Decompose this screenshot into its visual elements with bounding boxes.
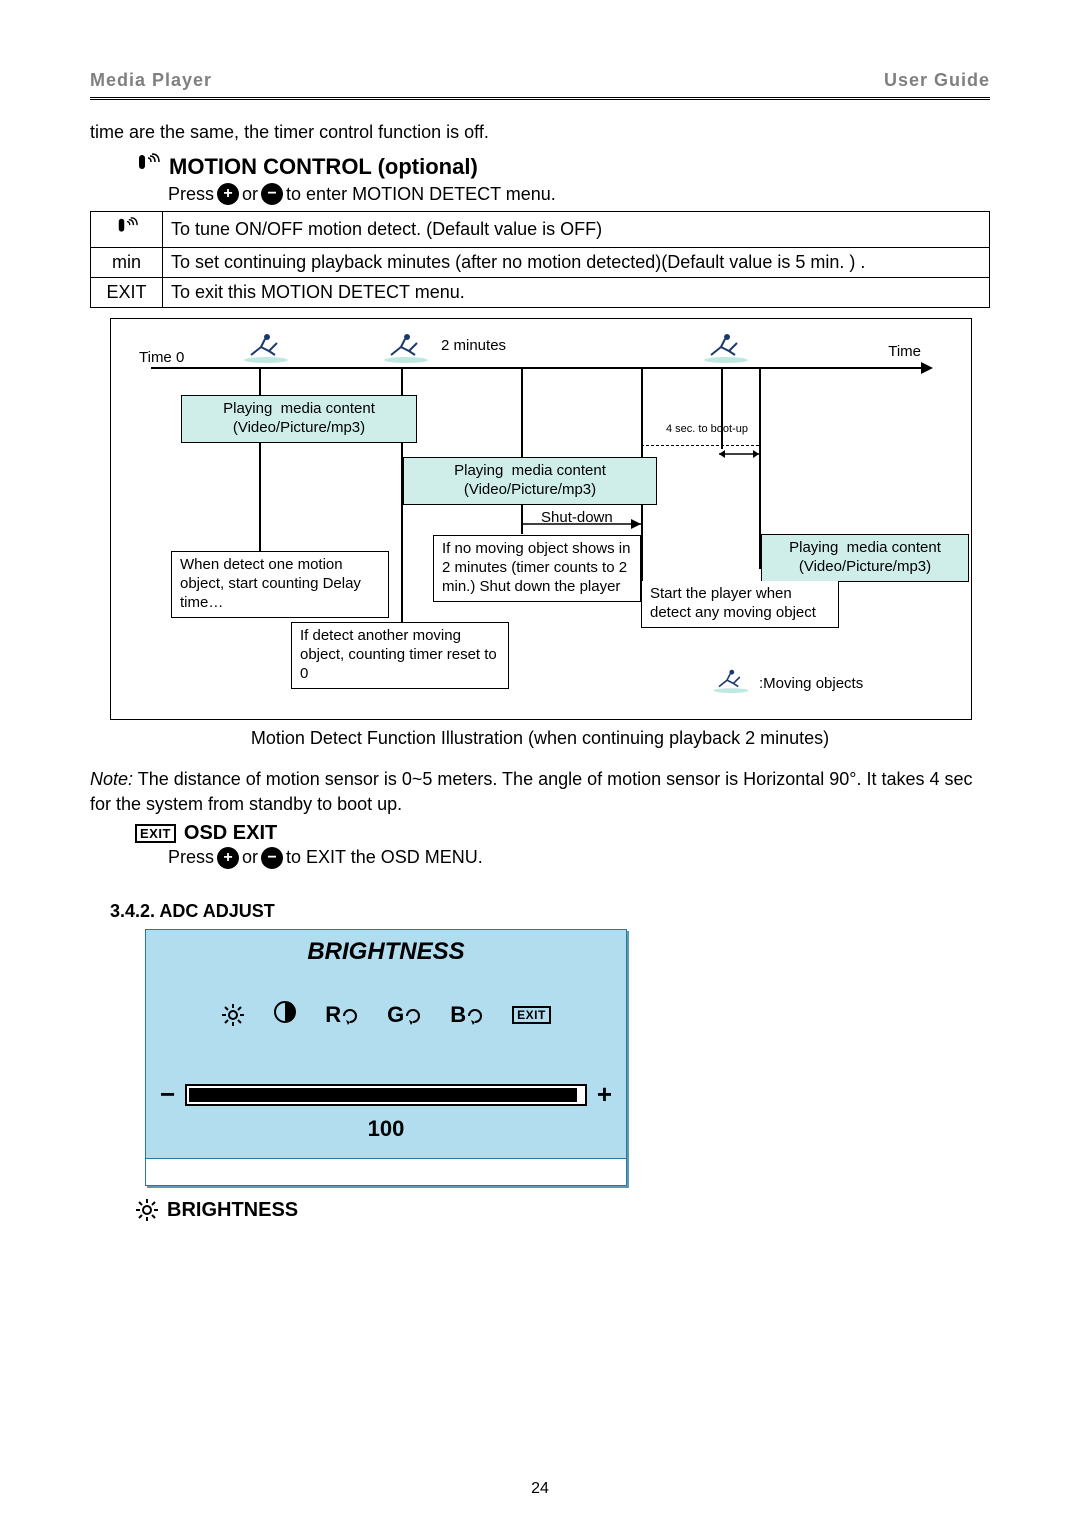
brightness-footer-title: BRIGHTNESS	[167, 1199, 298, 1222]
plus-icon: +	[217, 847, 239, 869]
r-gain-icon[interactable]: R	[325, 1002, 359, 1028]
b-gain-icon[interactable]: B	[450, 1002, 484, 1028]
motion-sensor-icon	[135, 152, 161, 181]
play-box-3: Playing media content(Video/Picture/mp3)	[761, 534, 969, 582]
detect-box: When detect one motion object, start cou…	[171, 551, 389, 617]
time0-label: Time 0	[139, 349, 184, 366]
header-left: Media Player	[90, 70, 212, 91]
plus-icon: +	[217, 183, 239, 205]
header-rule	[90, 97, 990, 100]
press-or: or	[242, 847, 258, 868]
osd-title: BRIGHTNESS	[146, 930, 626, 970]
contrast-icon[interactable]	[273, 1000, 297, 1029]
brightness-icon[interactable]	[221, 1003, 245, 1027]
legend-label: :Moving objects	[759, 675, 863, 692]
page-number: 24	[0, 1480, 1080, 1498]
note-body: The distance of motion sensor is 0~5 met…	[90, 769, 973, 813]
diagram-caption: Motion Detect Function Illustration (whe…	[90, 728, 990, 749]
timeline	[151, 367, 931, 369]
press-or: or	[242, 184, 258, 205]
runner-icon	[381, 333, 431, 363]
press-text: Press	[168, 184, 214, 205]
nomove-box: If no moving object shows in 2 minutes (…	[433, 535, 641, 601]
start-box: Start the player when detect any moving …	[641, 581, 839, 628]
osd-exit-icon[interactable]: EXIT	[512, 1006, 551, 1024]
slider-fill	[189, 1088, 577, 1102]
motion-row-desc: To set continuing playback minutes (afte…	[163, 248, 990, 278]
play-box-2: Playing media content(Video/Picture/mp3)	[403, 457, 657, 505]
g-gain-icon[interactable]: G	[387, 1002, 422, 1028]
vline	[721, 369, 723, 449]
exit-icon: EXIT	[135, 824, 176, 843]
motion-diagram: Time 0 2 minutes Time 4 sec. to boot-up …	[110, 318, 972, 720]
bootline	[641, 445, 759, 446]
intro-line: time are the same, the timer control fun…	[90, 120, 990, 144]
motion-row-desc: To tune ON/OFF motion detect. (Default v…	[163, 212, 990, 248]
motion-table: To tune ON/OFF motion detect. (Default v…	[90, 211, 990, 308]
note-prefix: Note:	[90, 769, 133, 789]
brightness-icon	[135, 1198, 159, 1222]
osd-footer	[146, 1158, 626, 1185]
minus-icon: −	[261, 847, 283, 869]
boot-label: 4 sec. to boot-up	[666, 423, 748, 435]
motion-row-desc: To exit this MOTION DETECT menu.	[163, 278, 990, 308]
decrease-button[interactable]: −	[160, 1079, 175, 1110]
press-suffix: to enter MOTION DETECT menu.	[286, 184, 556, 205]
arrow-icon	[523, 499, 653, 529]
brightness-slider[interactable]	[185, 1084, 587, 1106]
header-right: User Guide	[884, 70, 990, 91]
increase-button[interactable]: +	[597, 1079, 612, 1110]
runner-icon	[711, 669, 751, 693]
table-row: EXIT To exit this MOTION DETECT menu.	[91, 278, 990, 308]
press-suffix: to EXIT the OSD MENU.	[286, 847, 483, 868]
osd-exit-title: OSD EXIT	[184, 822, 277, 845]
runner-icon	[701, 333, 751, 363]
adc-heading: 3.4.2. ADC ADJUST	[110, 899, 990, 923]
minus-icon: −	[261, 183, 283, 205]
table-row: To tune ON/OFF motion detect. (Default v…	[91, 212, 990, 248]
note-text: Note: The distance of motion sensor is 0…	[90, 767, 990, 816]
press-text: Press	[168, 847, 214, 868]
reset-box: If detect another moving object, countin…	[291, 622, 509, 688]
exit-label: EXIT	[91, 278, 163, 308]
min-label: min	[91, 248, 163, 278]
runner-icon	[241, 333, 291, 363]
motion-control-title: MOTION CONTROL (optional)	[169, 154, 478, 180]
table-row: min To set continuing playback minutes (…	[91, 248, 990, 278]
two-min-label: 2 minutes	[441, 337, 506, 354]
time-right-label: Time	[888, 343, 921, 360]
motion-icon-cell	[91, 212, 163, 248]
play-box-1: Playing media content(Video/Picture/mp3)	[181, 395, 417, 443]
brightness-value: 100	[146, 1116, 626, 1152]
brightness-osd: BRIGHTNESS R G B EXIT − + 100	[145, 929, 627, 1186]
arrow-icon	[711, 447, 771, 461]
